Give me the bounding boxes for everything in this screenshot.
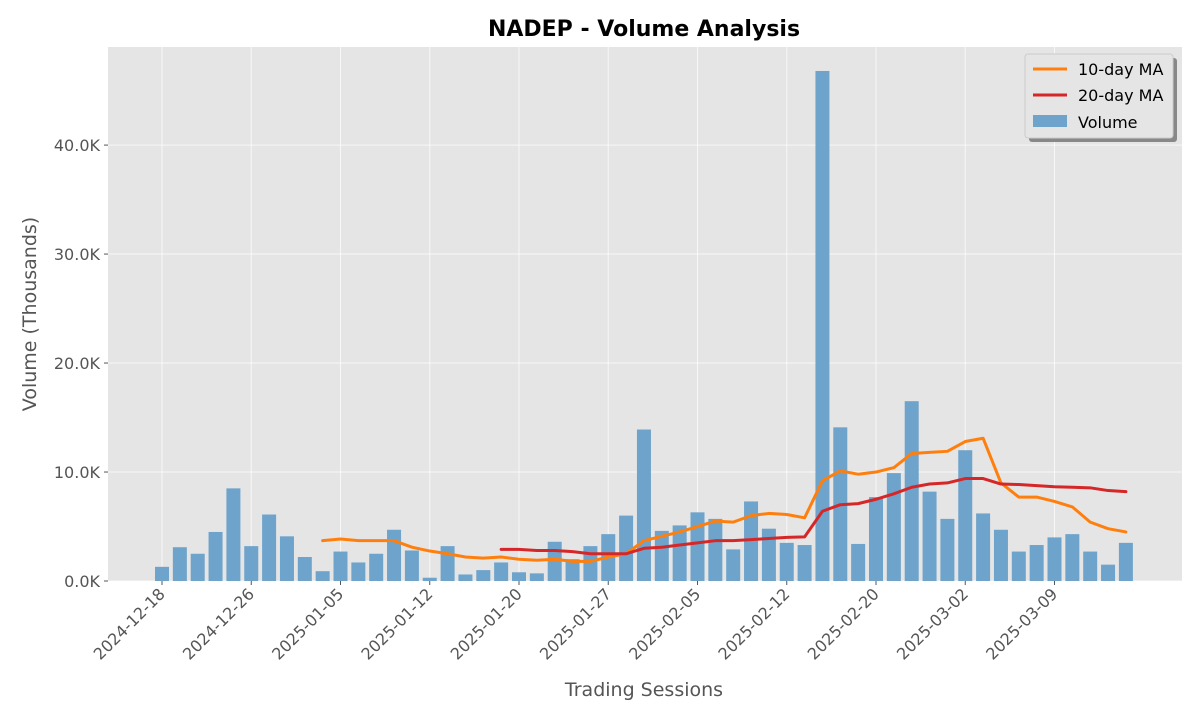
volume-bar <box>619 515 634 581</box>
volume-bar <box>744 501 759 581</box>
volume-bar <box>940 518 955 581</box>
volume-bar <box>1011 551 1026 581</box>
volume-bar <box>244 546 259 581</box>
volume-bar <box>726 549 741 581</box>
volume-bar <box>333 551 348 581</box>
x-tick-label: 2025-02-12 <box>714 584 793 663</box>
volume-bar <box>993 529 1008 581</box>
x-tick-label: 2025-01-27 <box>536 584 615 663</box>
volume-bar <box>904 401 919 581</box>
legend-volume-swatch <box>1033 115 1067 127</box>
volume-bar <box>976 513 991 581</box>
volume-bar <box>779 542 794 581</box>
volume-bar <box>297 557 312 581</box>
volume-bar <box>672 525 687 581</box>
x-tick-label: 2025-01-05 <box>268 584 347 663</box>
ma20-line <box>499 477 1128 556</box>
volume-bar <box>761 528 776 581</box>
x-tick-label: 2024-12-18 <box>90 584 169 663</box>
volume-bar <box>886 473 901 581</box>
x-tick-label: 2024-12-26 <box>179 584 258 663</box>
x-axis-label: Trading Sessions <box>564 679 723 701</box>
volume-bar <box>172 547 187 581</box>
volume-bar <box>922 491 937 581</box>
volume-bar <box>815 70 830 581</box>
y-tick-label: 20.0K <box>54 354 101 373</box>
volume-bar <box>1083 551 1098 581</box>
volume-bar <box>1118 542 1133 581</box>
ma10-line <box>321 436 1128 563</box>
volume-bar <box>583 546 598 581</box>
y-axis-label: Volume (Thousands) <box>19 217 41 411</box>
volume-bar <box>476 570 491 581</box>
legend-ma20-label: 20-day MA <box>1078 86 1163 105</box>
volume-bar <box>494 562 509 581</box>
legend-ma10-label: 10-day MA <box>1078 60 1163 79</box>
chart-title: NADEP - Volume Analysis <box>488 17 800 42</box>
volume-bar <box>797 545 812 581</box>
volume-bar <box>404 550 419 581</box>
volume-bar <box>529 573 544 581</box>
volume-bar <box>262 514 277 581</box>
moving-average-lines <box>321 436 1128 563</box>
volume-bar <box>208 531 223 581</box>
volume-bar <box>226 488 241 581</box>
x-tick-label: 2025-01-20 <box>447 584 526 663</box>
x-tick-label: 2025-01-12 <box>357 584 436 663</box>
volume-bar <box>654 530 669 581</box>
volume-bar <box>547 541 562 581</box>
volume-bar <box>690 512 705 581</box>
volume-bar <box>351 562 366 581</box>
volume-bar <box>869 497 883 581</box>
volume-bar <box>1047 537 1062 581</box>
volume-bar <box>440 546 455 581</box>
volume-bar <box>851 543 866 581</box>
volume-bar <box>512 572 526 581</box>
volume-bar <box>636 429 651 581</box>
volume-bar <box>1101 564 1116 581</box>
volume-bar <box>708 518 723 581</box>
x-tick-label: 2025-03-09 <box>982 584 1061 663</box>
y-tick-label: 30.0K <box>54 245 101 264</box>
x-tick-label: 2025-02-05 <box>625 584 704 663</box>
volume-bar <box>387 529 402 581</box>
x-tick-label: 2025-03-02 <box>893 584 972 663</box>
volume-bar <box>155 566 169 581</box>
volume-bar <box>458 574 473 581</box>
volume-bar <box>1029 545 1044 581</box>
y-tick-label: 10.0K <box>54 463 101 482</box>
volume-bar <box>315 571 330 581</box>
y-tick-label: 0.0K <box>64 572 100 591</box>
legend: 10-day MA 20-day MA Volume <box>1024 53 1177 142</box>
x-tick-label: 2025-02-20 <box>804 584 883 663</box>
volume-bar <box>279 536 294 581</box>
volume-bar <box>565 559 580 581</box>
volume-bar <box>369 553 384 581</box>
volume-bar <box>958 450 973 581</box>
y-tick-label: 40.0K <box>54 136 101 155</box>
volume-bar <box>1065 534 1080 581</box>
legend-volume-label: Volume <box>1078 113 1138 132</box>
volume-bar <box>190 553 205 581</box>
volume-bar <box>422 577 437 581</box>
